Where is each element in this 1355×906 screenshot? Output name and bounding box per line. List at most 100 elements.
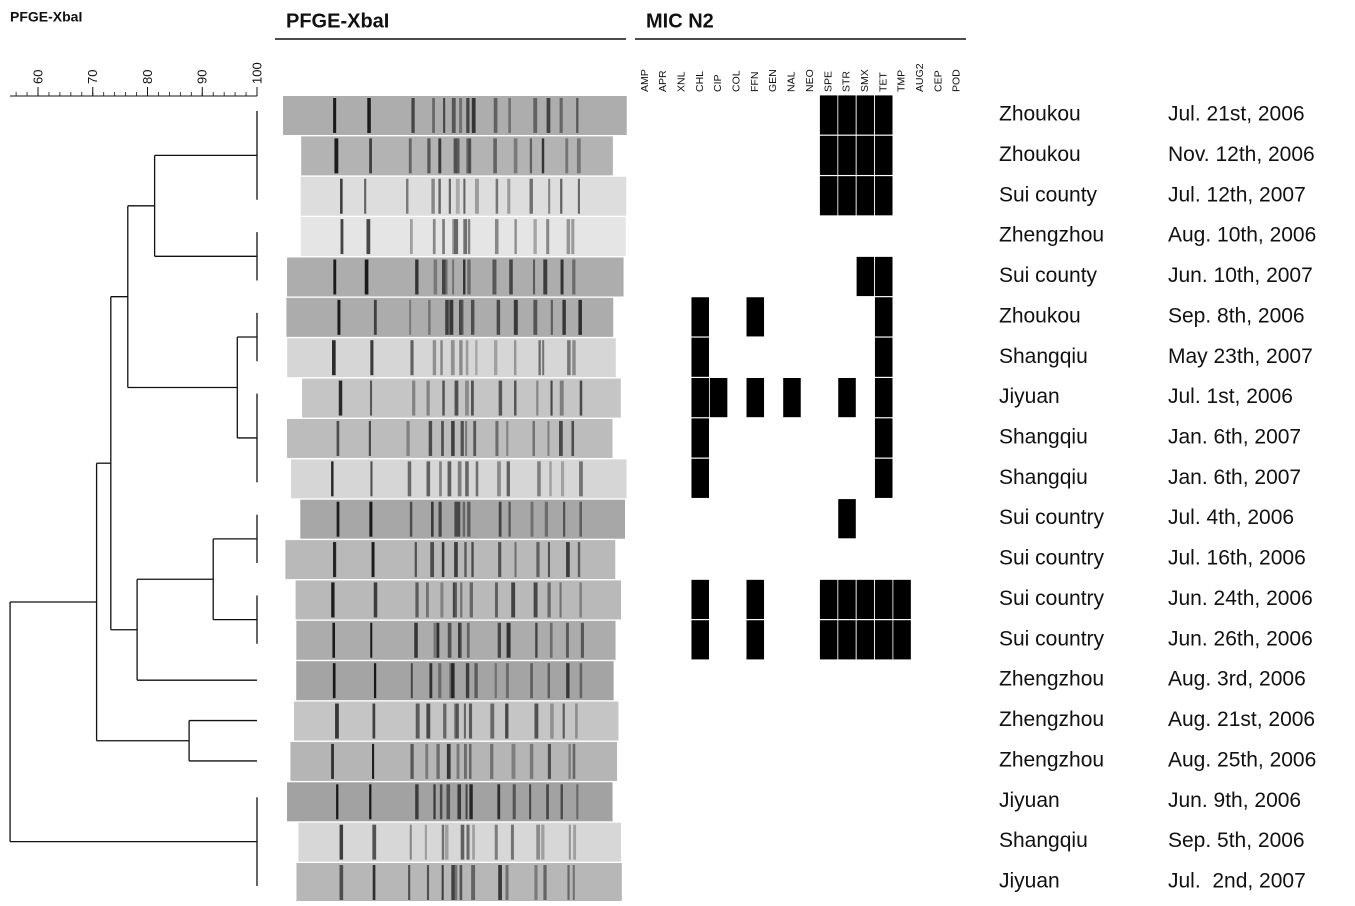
gel-band [467,259,470,294]
gel-band [505,704,508,739]
gel-lane [301,217,626,256]
gel-band [514,138,518,173]
resistance-cell [709,378,727,418]
gel-band [465,421,467,456]
gel-band [495,663,497,698]
gel-band [572,259,575,294]
gel-band [331,582,334,617]
gel-band [580,381,583,416]
date: Jun. 24th, 2006 [1168,587,1313,610]
gel-band [467,502,470,537]
gel-band [530,663,533,698]
date: Jul. 1st, 2006 [1168,385,1293,408]
gel-band [443,98,445,133]
gel-band [475,340,477,375]
resistance-cell [856,135,874,175]
gel-band [560,582,562,617]
gel-band [548,179,550,214]
date: Aug. 10th, 2006 [1168,224,1316,247]
resistance-cell [691,579,709,619]
location: Zhengzhou [999,224,1104,247]
gel-band [567,865,569,900]
gel-band [469,138,472,173]
resistance-cell [875,458,893,498]
resistance-cell [746,297,764,337]
gel-band [506,663,509,698]
gel-band [438,179,440,214]
gel-band [569,825,571,860]
gel-band [578,300,582,335]
gel-band [454,219,458,254]
location: Shangqiu [999,829,1088,852]
gel-band [561,784,563,819]
gel-band [436,744,439,779]
gel-band [551,300,553,335]
gel-header: PFGE-XbaI [286,10,389,32]
gel-band [463,219,467,254]
gel-band [427,381,430,416]
gel-band [410,502,412,537]
gel-band [550,623,553,658]
resistance-cell [838,499,856,539]
location: Zhengzhou [999,748,1104,771]
gel-band [545,502,548,537]
gel-band [429,421,432,456]
gel-band [495,421,498,456]
gel-band [412,381,415,416]
gel-band [579,502,582,537]
location: Sui country [999,627,1105,650]
gel-band [337,300,340,335]
resistance-cell [875,620,893,660]
gel-band [369,784,371,819]
gel-band [538,340,540,375]
gel-band [442,381,444,416]
gel-band [449,179,451,214]
gel-band [495,219,499,254]
gel-band [499,502,502,537]
gel-band [372,744,374,779]
gel-band [463,502,465,537]
gel-band [374,663,376,698]
gel-band [494,98,498,133]
gel-band [470,582,473,617]
gel-band [573,825,576,860]
gel-band [415,259,418,294]
gel-band [434,259,438,294]
antibiotic-label: STR [841,71,853,92]
gel-band [490,744,493,779]
gel-band [548,744,551,779]
gel-band [495,825,498,860]
gel-band [547,582,550,617]
gel-band [511,825,514,860]
location: Zhoukou [999,143,1081,166]
gel-band [333,98,336,133]
gel-band [414,623,418,658]
resistance-cell [856,579,874,619]
gel-band [463,259,465,294]
gel-band [333,259,336,294]
antibiotic-label: SMX [859,69,871,92]
antibiotic-label: NAL [786,71,798,92]
resistance-cell [691,297,709,337]
resistance-cell [893,620,911,660]
gel-band [408,461,412,496]
gel-band [506,421,508,456]
date: Aug. 25th, 2006 [1168,748,1316,771]
resistance-cell [746,579,764,619]
gel-lane [296,580,621,619]
gel-band [509,259,513,294]
antibiotic-label: TMP [896,70,908,92]
gel-band [572,340,575,375]
gel-band [497,300,500,335]
gel-band [431,179,434,214]
gel-band [425,744,428,779]
gel-band [442,825,444,860]
gel-band [374,582,377,617]
gel-band [374,300,377,335]
location: Zhoukou [999,304,1081,327]
gel-band [431,502,434,537]
gel-band [469,744,471,779]
gel-band [546,219,549,254]
gel-band [333,663,336,698]
gel-band [427,138,430,173]
